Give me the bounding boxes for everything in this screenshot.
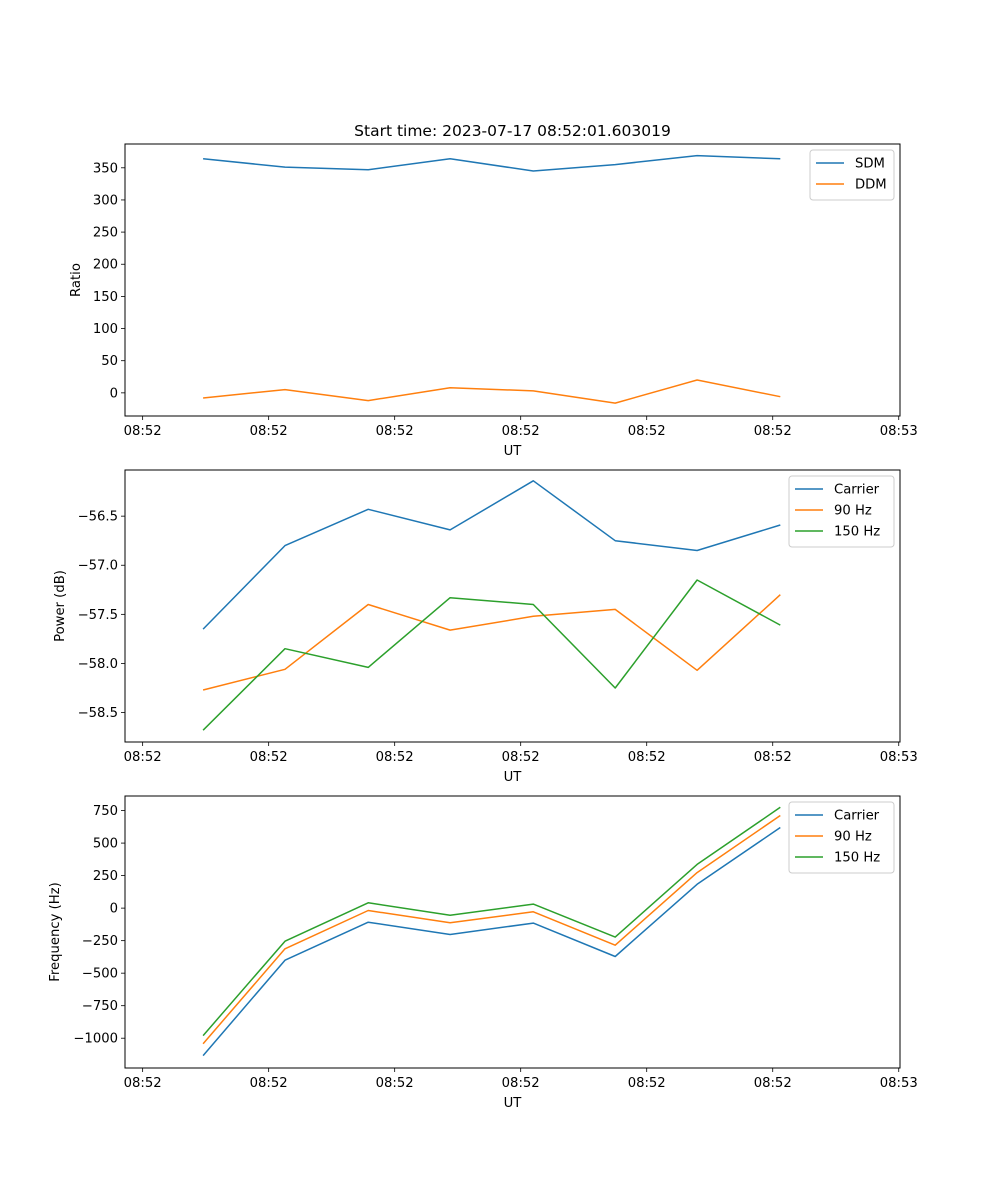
y-tick-label: −750 bbox=[82, 999, 118, 1014]
x-tick-label: 08:52 bbox=[502, 750, 540, 765]
subplot-2: 08:52 08:52 08:52 08:52 08:52 08:52 08:53 UT −58… bbox=[53, 469, 918, 785]
y-tick-label: −250 bbox=[82, 934, 118, 949]
y-tick-label: 500 bbox=[93, 837, 118, 852]
legend: Carrier 90 Hz 150 Hz bbox=[788, 801, 895, 874]
y-tick-label: −56.5 bbox=[78, 510, 118, 525]
y-axis-label: Power (dB) bbox=[53, 570, 68, 642]
y-tick-label: −57.5 bbox=[78, 608, 118, 623]
y-tick-label: 0 bbox=[110, 902, 118, 917]
series-line-carrier bbox=[202, 480, 781, 630]
legend-label: DDM bbox=[855, 178, 887, 193]
x-tick-label: 08:52 bbox=[250, 424, 288, 439]
x-tick-label: 08:52 bbox=[124, 424, 162, 439]
y-axis-label: Ratio bbox=[69, 263, 84, 297]
x-tick-label: 08:52 bbox=[124, 1076, 162, 1091]
y-tick-label: 350 bbox=[93, 161, 118, 176]
y-tick-label: −58.5 bbox=[78, 706, 118, 721]
legend-label: 90 Hz bbox=[834, 504, 872, 519]
series-line-90-hz bbox=[202, 594, 781, 691]
x-tick-label: 08:52 bbox=[754, 424, 792, 439]
legend: Carrier 90 Hz 150 Hz bbox=[788, 475, 895, 548]
x-tick-label: 08:52 bbox=[502, 1076, 540, 1091]
x-tick-label: 08:52 bbox=[754, 1076, 792, 1091]
legend-label: Carrier bbox=[834, 809, 880, 824]
series-line-ddm bbox=[203, 379, 781, 404]
x-axis-label: UT bbox=[504, 1096, 523, 1111]
y-tick-label: 100 bbox=[93, 322, 118, 337]
x-tick-label: 08:53 bbox=[880, 1076, 918, 1091]
x-axis-label: UT bbox=[504, 770, 523, 785]
subplot-1: 08:52 08:52 08:52 08:52 08:52 08:52 08:53 UT 0 50… bbox=[69, 143, 918, 459]
y-tick-label: 300 bbox=[93, 193, 118, 208]
legend-label: SDM bbox=[855, 157, 885, 172]
y-tick-label: 250 bbox=[93, 869, 118, 884]
x-tick-label: 08:52 bbox=[628, 1076, 666, 1091]
x-tick-label: 08:53 bbox=[880, 750, 918, 765]
legend-box bbox=[788, 801, 895, 874]
legend-label: 150 Hz bbox=[834, 851, 880, 866]
x-tick-label: 08:52 bbox=[628, 750, 666, 765]
y-tick-label: 50 bbox=[101, 354, 118, 369]
x-tick-label: 08:52 bbox=[376, 424, 414, 439]
x-tick-label: 08:52 bbox=[502, 424, 540, 439]
legend: SDM DDM bbox=[809, 149, 895, 201]
x-tick-label: 08:52 bbox=[250, 750, 288, 765]
y-tick-label: 750 bbox=[93, 804, 118, 819]
y-axis-label: Frequency (Hz) bbox=[48, 882, 63, 981]
y-tick-label: 200 bbox=[93, 258, 118, 273]
series-line-150-hz bbox=[202, 579, 781, 731]
series-line-carrier bbox=[202, 826, 781, 1057]
axes-frame bbox=[124, 143, 901, 417]
legend-label: 150 Hz bbox=[834, 525, 880, 540]
y-tick-label: −1000 bbox=[73, 1032, 118, 1047]
y-tick-label: −500 bbox=[82, 967, 118, 982]
x-tick-label: 08:53 bbox=[880, 424, 918, 439]
x-tick-label: 08:52 bbox=[754, 750, 792, 765]
series-line-90-hz bbox=[202, 814, 781, 1045]
legend-label: 90 Hz bbox=[834, 830, 872, 845]
series-line-150-hz bbox=[202, 806, 781, 1037]
series-line-sdm bbox=[203, 154, 781, 172]
y-tick-label: −58.0 bbox=[78, 657, 118, 672]
x-tick-label: 08:52 bbox=[376, 750, 414, 765]
x-tick-label: 08:52 bbox=[628, 424, 666, 439]
legend-box bbox=[788, 475, 895, 548]
x-tick-label: 08:52 bbox=[250, 1076, 288, 1091]
x-axis-label: UT bbox=[504, 444, 523, 459]
x-tick-label: 08:52 bbox=[124, 750, 162, 765]
x-tick-label: 08:52 bbox=[376, 1076, 414, 1091]
y-tick-label: 250 bbox=[93, 226, 118, 241]
legend-label: Carrier bbox=[834, 483, 880, 498]
figure-title: Start time: 2023-07-17 08:52:01.603019 bbox=[354, 122, 671, 140]
axes-frame bbox=[124, 795, 901, 1069]
y-tick-label: 150 bbox=[93, 290, 118, 305]
subplot-3: 08:52 08:52 08:52 08:52 08:52 08:52 08:53 UT −10… bbox=[48, 795, 918, 1111]
y-tick-label: 0 bbox=[110, 386, 118, 401]
y-tick-label: −57.0 bbox=[78, 559, 118, 574]
axes-frame bbox=[124, 469, 901, 743]
